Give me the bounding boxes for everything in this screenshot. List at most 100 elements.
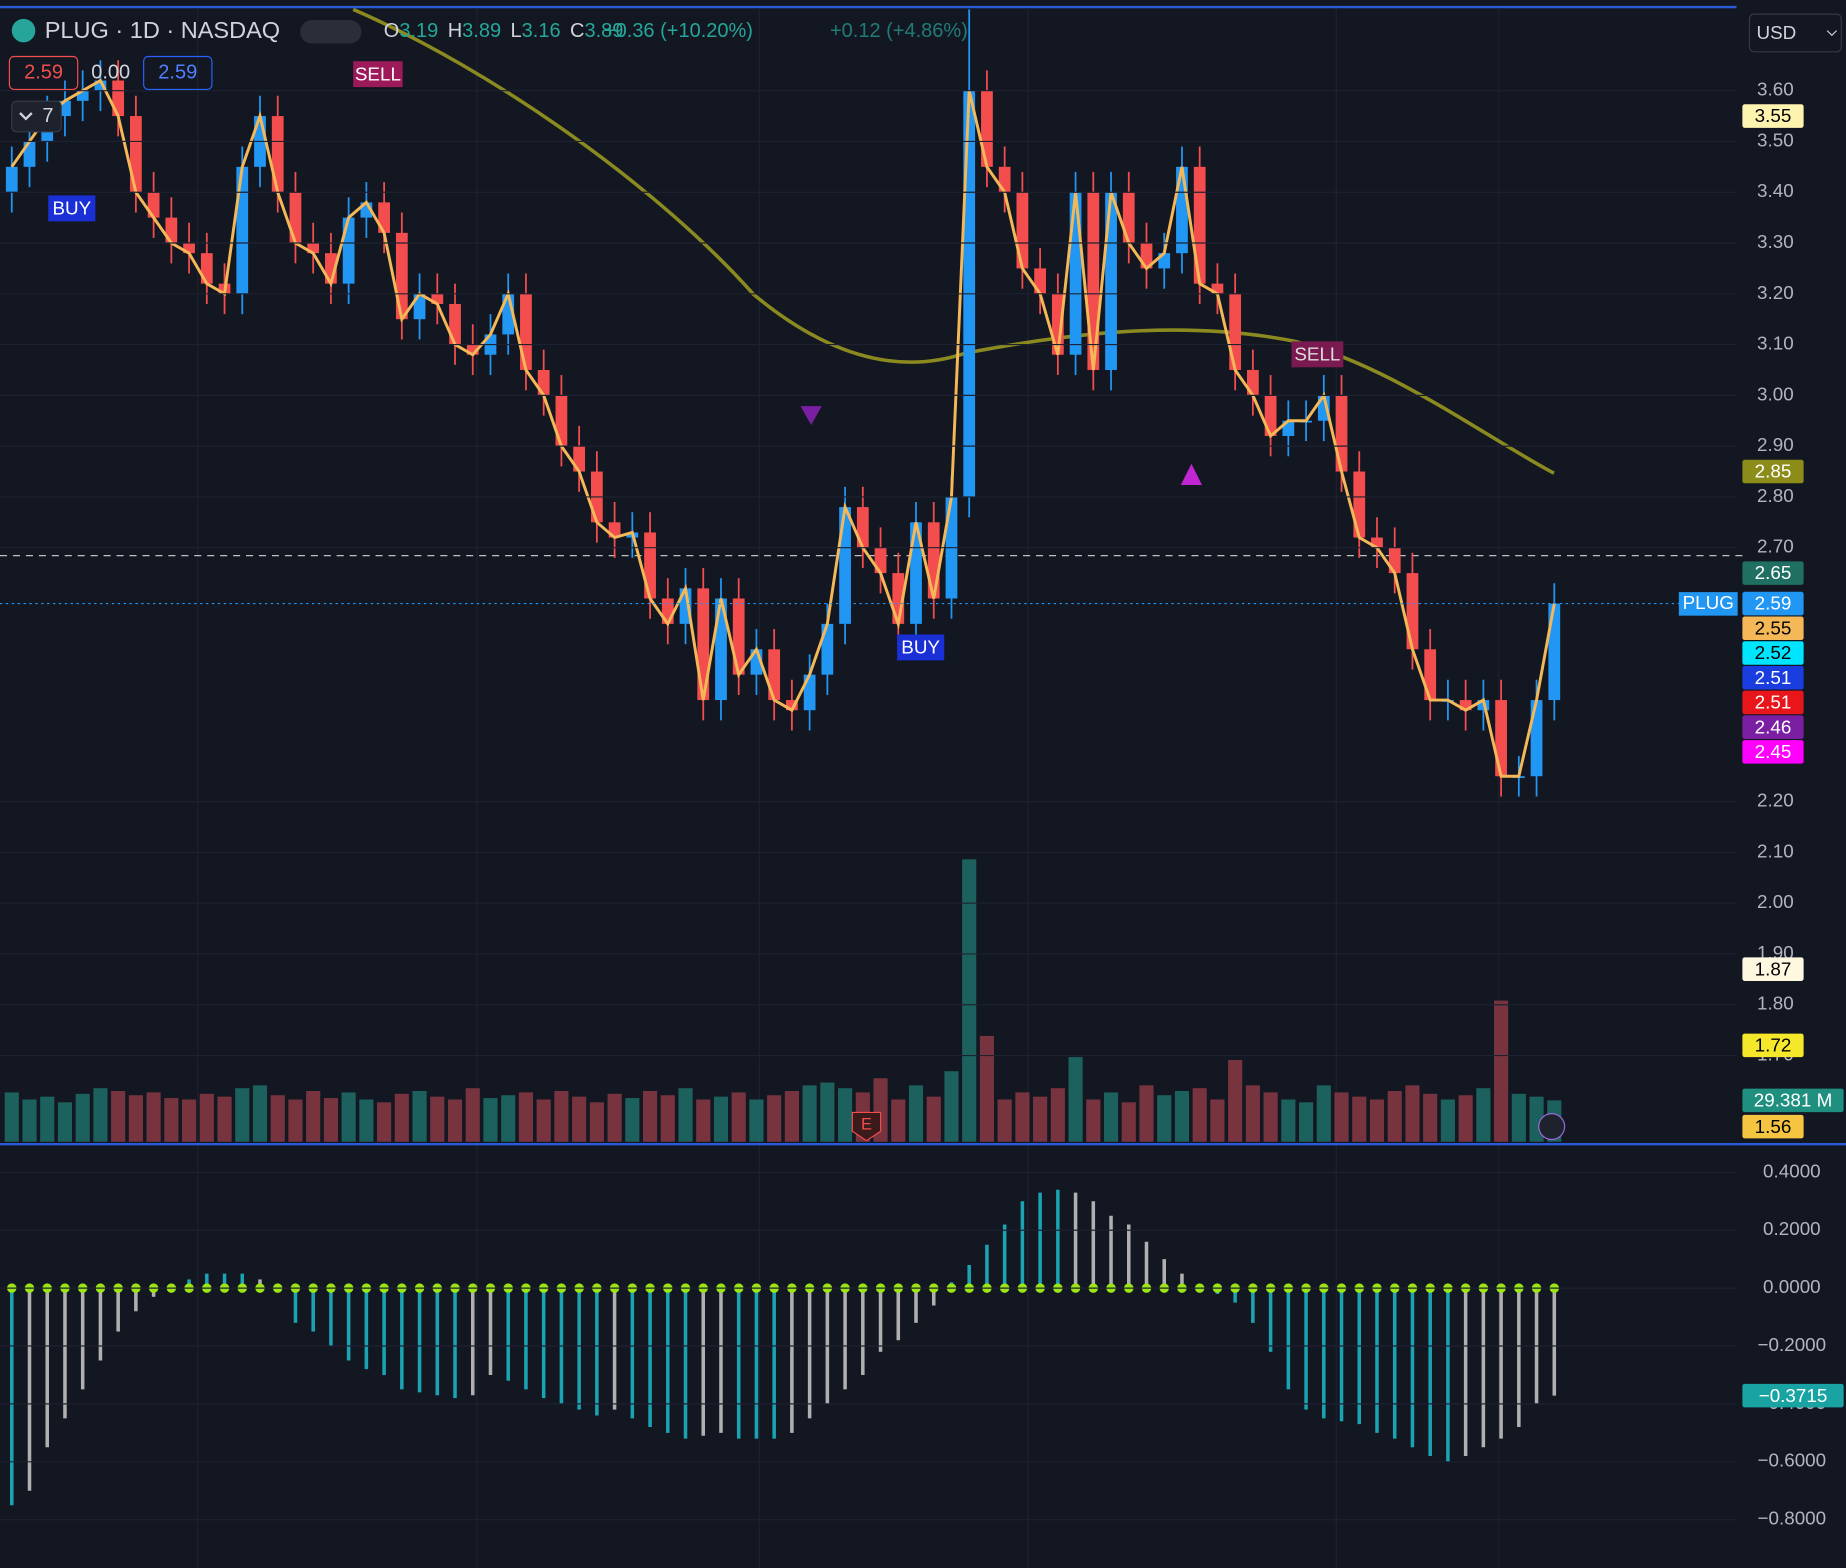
candle-body bbox=[1317, 395, 1330, 421]
volume-bar bbox=[572, 1096, 587, 1142]
price-tag-box bbox=[1742, 1033, 1804, 1058]
candle-body bbox=[1264, 395, 1277, 436]
candle-body bbox=[1282, 420, 1295, 436]
volume-bar bbox=[40, 1096, 55, 1142]
y2-tick-label: −0.2000 bbox=[1758, 1334, 1827, 1355]
candle-body bbox=[5, 166, 18, 193]
candle-body bbox=[892, 573, 905, 624]
toggle[interactable] bbox=[300, 20, 362, 44]
candle-body bbox=[1087, 192, 1100, 370]
currency-select[interactable] bbox=[1748, 13, 1842, 53]
volume-bar bbox=[235, 1088, 250, 1142]
candle-body bbox=[697, 588, 710, 701]
candle-body bbox=[449, 303, 461, 345]
volume-bar bbox=[1103, 1092, 1119, 1142]
price-tag-box bbox=[1742, 1383, 1844, 1408]
volume-bar bbox=[554, 1091, 569, 1142]
alert-icon[interactable] bbox=[1538, 1113, 1566, 1141]
vertical-grid bbox=[197, 9, 1500, 1568]
volume-bar bbox=[128, 1095, 143, 1142]
candle-body bbox=[1406, 573, 1419, 650]
y2-tick-label: −0.8000 bbox=[1758, 1508, 1827, 1529]
volume-bar bbox=[252, 1085, 268, 1142]
volume-bar bbox=[767, 1095, 782, 1142]
candle-body bbox=[856, 507, 869, 548]
volume-bar bbox=[518, 1092, 534, 1142]
volume-bar bbox=[802, 1085, 817, 1142]
price-tag: 1.87 bbox=[1755, 958, 1792, 979]
volume-bar bbox=[182, 1099, 197, 1142]
volume-bar bbox=[1086, 1099, 1101, 1142]
volume-bar bbox=[979, 1035, 994, 1142]
candle-body bbox=[768, 649, 781, 701]
change: +0.36 (+10.20%) bbox=[604, 20, 753, 42]
volume-bar bbox=[1476, 1088, 1491, 1142]
price-tag: 2.46 bbox=[1755, 716, 1792, 737]
volume-bar bbox=[430, 1096, 445, 1142]
signal: SELL bbox=[1294, 343, 1340, 364]
price-tag: −0.3715 bbox=[1759, 1385, 1828, 1406]
close-line bbox=[10, 78, 1556, 778]
volume-bar bbox=[447, 1099, 463, 1142]
logo bbox=[11, 18, 36, 43]
volume-bar bbox=[270, 1095, 285, 1142]
volume-bar bbox=[891, 1099, 906, 1142]
change-2: +0.12 (+4.86%) bbox=[830, 20, 968, 42]
collapse-button[interactable] bbox=[11, 100, 62, 133]
y-tick-label: 3.10 bbox=[1757, 333, 1794, 354]
input: 2.59 bbox=[158, 61, 197, 83]
volume-bar bbox=[1423, 1093, 1438, 1142]
signal-box bbox=[353, 61, 403, 88]
triangle-up bbox=[1180, 463, 1203, 485]
candle-body bbox=[927, 522, 940, 599]
volume-bar bbox=[820, 1082, 835, 1142]
symbol-tag-box bbox=[1678, 592, 1738, 616]
price-tag-box bbox=[1742, 591, 1804, 616]
volume-bar bbox=[1139, 1085, 1154, 1142]
price-tag-box bbox=[1742, 715, 1804, 739]
candle-body bbox=[803, 674, 816, 711]
y2-tick-label: −0.6000 bbox=[1758, 1450, 1827, 1471]
volume-bar bbox=[75, 1093, 90, 1142]
price-tag-box bbox=[1742, 665, 1804, 690]
earnings-marker[interactable] bbox=[851, 1111, 882, 1142]
volume-bar bbox=[1015, 1092, 1030, 1142]
volume-bar bbox=[111, 1091, 126, 1142]
candle-body bbox=[271, 116, 284, 193]
price-tag: 3.55 bbox=[1755, 105, 1792, 126]
volume-bar bbox=[394, 1093, 409, 1142]
candle-body bbox=[1140, 243, 1153, 269]
volume-bar bbox=[1174, 1091, 1190, 1142]
candle-body bbox=[1459, 700, 1472, 711]
input-box[interactable] bbox=[8, 55, 79, 91]
volume-bar bbox=[412, 1091, 427, 1142]
volume-bar bbox=[749, 1099, 764, 1142]
candle-body bbox=[1193, 166, 1206, 284]
input-box[interactable] bbox=[143, 55, 213, 91]
volume-bar bbox=[164, 1098, 179, 1142]
volume-bar bbox=[306, 1091, 321, 1142]
candle-body bbox=[732, 598, 745, 675]
volume-bar bbox=[1263, 1092, 1278, 1142]
y-tick-label: 3.60 bbox=[1757, 79, 1794, 100]
candle-body bbox=[466, 344, 479, 355]
ohlc-key: L bbox=[511, 20, 522, 42]
input: 0.00 bbox=[91, 61, 130, 83]
price-tag-box bbox=[1742, 561, 1804, 585]
volume-bar bbox=[1228, 1059, 1243, 1142]
candle-body bbox=[1158, 253, 1171, 269]
price-tag: 2.51 bbox=[1755, 667, 1792, 688]
input: 2.59 bbox=[24, 61, 63, 83]
price-tag-box bbox=[1742, 1114, 1804, 1139]
candle-body bbox=[998, 166, 1011, 193]
price-tag-box bbox=[1742, 641, 1804, 665]
signal: BUY bbox=[901, 637, 940, 658]
candle-body bbox=[1424, 649, 1437, 701]
candle-body bbox=[1530, 700, 1543, 777]
earnings: E bbox=[861, 1116, 872, 1134]
volume-bar bbox=[926, 1096, 941, 1142]
ohlc-value: 3.19 bbox=[399, 20, 438, 42]
volume-bar bbox=[1334, 1092, 1349, 1142]
